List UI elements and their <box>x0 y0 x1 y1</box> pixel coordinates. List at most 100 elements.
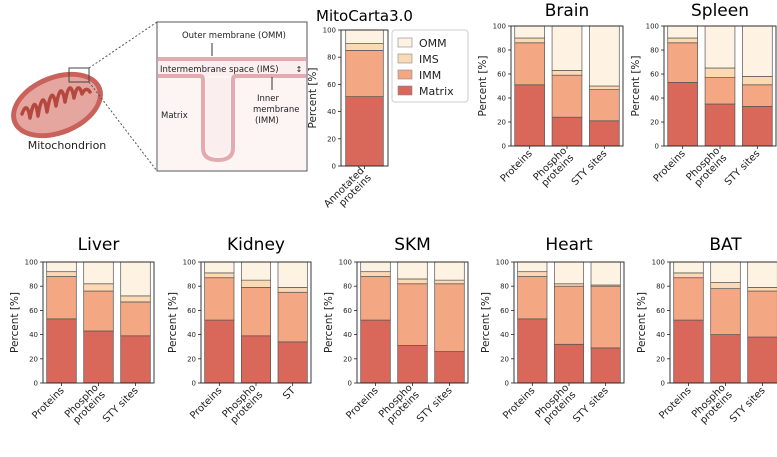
x-tick-label: ST <box>281 385 298 402</box>
bar-segment-omm <box>710 261 741 283</box>
bar-segment-ims <box>742 76 773 86</box>
legend-label-imm: IMM <box>419 69 441 82</box>
legend-label-omm: OMM <box>419 37 447 50</box>
bar-segment-matrix <box>240 335 272 384</box>
ims-label: Intermembrane space (IMS) <box>160 65 279 75</box>
chart-title: SKM <box>394 235 431 255</box>
bar-segment-matrix <box>204 319 235 384</box>
x-tick-label: Phosphoproteins <box>531 146 576 191</box>
x-tick-label: Phosphoproteins <box>533 383 578 428</box>
y-axis-label: Percent [%] <box>636 292 648 353</box>
bar-segment-imm <box>589 89 620 122</box>
bar-segment-omm <box>345 29 384 44</box>
bar-segment-ims <box>514 37 545 44</box>
bar-stack-2 <box>434 261 465 384</box>
bar-segment-ims <box>710 282 741 289</box>
bar-segment-omm <box>360 261 391 273</box>
bar-segment-imm <box>83 290 114 332</box>
legend-swatch-ims <box>397 53 413 64</box>
cristae-icon <box>20 86 92 120</box>
bar-segment-imm <box>673 277 704 321</box>
bar-segment-matrix <box>553 343 585 384</box>
y-tick-label: 60 <box>327 81 336 89</box>
chart-title: MitoCarta3.0 <box>316 7 413 25</box>
bar-segment-imm <box>46 276 77 320</box>
membrane-detail: Outer membrane (OMM) Intermembrane space… <box>156 21 308 172</box>
plot-frame <box>200 261 312 384</box>
bar-segment-ims <box>240 279 272 288</box>
bar-segment-omm <box>277 261 308 288</box>
bar-stack-2 <box>742 25 773 147</box>
bar-stack-1 <box>240 261 272 384</box>
x-tick-label-line: Proteins <box>657 385 693 421</box>
y-axis-label: Percent [%] <box>323 292 335 353</box>
legend-frame <box>391 29 469 103</box>
x-tick-label: Proteins <box>30 385 66 421</box>
bar-segment-ims <box>360 271 391 277</box>
bar-stack-1 <box>704 25 736 147</box>
omm-label: Outer membrane (OMM) <box>182 31 286 41</box>
y-tick-label: 20 <box>497 119 506 127</box>
bar-segment-omm <box>514 25 545 39</box>
y-tick-label: 0 <box>332 163 336 171</box>
x-tick-label-line: Proteins <box>188 385 224 421</box>
y-tick-label: 40 <box>343 331 352 339</box>
x-tick-label: Proteins <box>499 148 535 184</box>
bar-segment-imm <box>514 42 545 86</box>
y-tick-label: 0 <box>34 380 38 388</box>
y-tick-label: 80 <box>187 283 196 291</box>
y-tick-label: 40 <box>656 331 665 339</box>
x-tick-label-line: STY sites <box>415 385 455 425</box>
bar-segment-omm <box>46 261 77 273</box>
chart-title: Heart <box>545 235 593 255</box>
bar-segment-omm <box>397 261 428 280</box>
bar-segment-ims <box>397 278 428 285</box>
x-tick-label: STY sites <box>728 385 768 425</box>
bar-segment-matrix <box>551 116 583 147</box>
plot-frame <box>356 261 469 384</box>
bar-stack-0 <box>517 261 548 384</box>
bar-segment-omm <box>120 261 151 297</box>
plot-frame <box>663 25 777 147</box>
y-tick-label: 20 <box>29 355 38 363</box>
y-tick-label: 100 <box>25 259 38 267</box>
y-tick-label: 40 <box>187 331 196 339</box>
y-tick-label: 40 <box>29 331 38 339</box>
y-tick-label: 0 <box>655 143 659 151</box>
zoom-line-top <box>88 21 158 69</box>
y-tick-label: 60 <box>656 307 665 315</box>
legend: OMM IMS IMM Matrix <box>391 29 469 103</box>
y-tick-label: 60 <box>343 307 352 315</box>
x-tick-label: Proteins <box>652 148 688 184</box>
chart-skm: SKM Percent [%] 0 20 40 60 80 100 ProteinsPhosph… <box>323 235 469 426</box>
bar-stack-1 <box>710 261 741 384</box>
bar-segment-imm <box>551 74 583 118</box>
bar-segment-matrix <box>397 345 428 384</box>
chart-title: Spleen <box>691 1 749 21</box>
bar-segment-matrix <box>360 319 391 384</box>
y-tick-label: 80 <box>497 47 506 55</box>
bar-stack-1 <box>553 261 585 384</box>
bar-segment-ims <box>747 287 777 292</box>
bar-segment-ims <box>120 295 151 303</box>
bar-segment-matrix <box>277 341 308 384</box>
chart-title: Brain <box>545 1 590 21</box>
legend-swatch-omm <box>397 37 413 48</box>
x-tick-label: Proteins <box>188 385 224 421</box>
y-tick-label: 100 <box>323 27 336 35</box>
bar-stack-0 <box>345 29 384 167</box>
y-axis-label: Percent [%] <box>630 55 642 116</box>
y-tick-label: 20 <box>650 119 659 127</box>
chart-title: Kidney <box>227 235 285 255</box>
bar-segment-matrix <box>742 106 773 147</box>
y-tick-label: 100 <box>646 23 659 31</box>
bar-segment-omm <box>240 261 272 281</box>
x-tick-label: STY sites <box>570 148 610 188</box>
bar-stack-0 <box>514 25 545 147</box>
chart-liver: Liver Percent [%] 0 20 40 60 80 100 ProteinsPhos… <box>9 235 155 426</box>
bar-segment-imm <box>360 276 391 321</box>
x-tick-label-line: Proteins <box>652 148 688 184</box>
plot-frame <box>669 261 777 384</box>
plot-frame <box>513 261 625 384</box>
bar-segment-ims <box>204 272 235 279</box>
